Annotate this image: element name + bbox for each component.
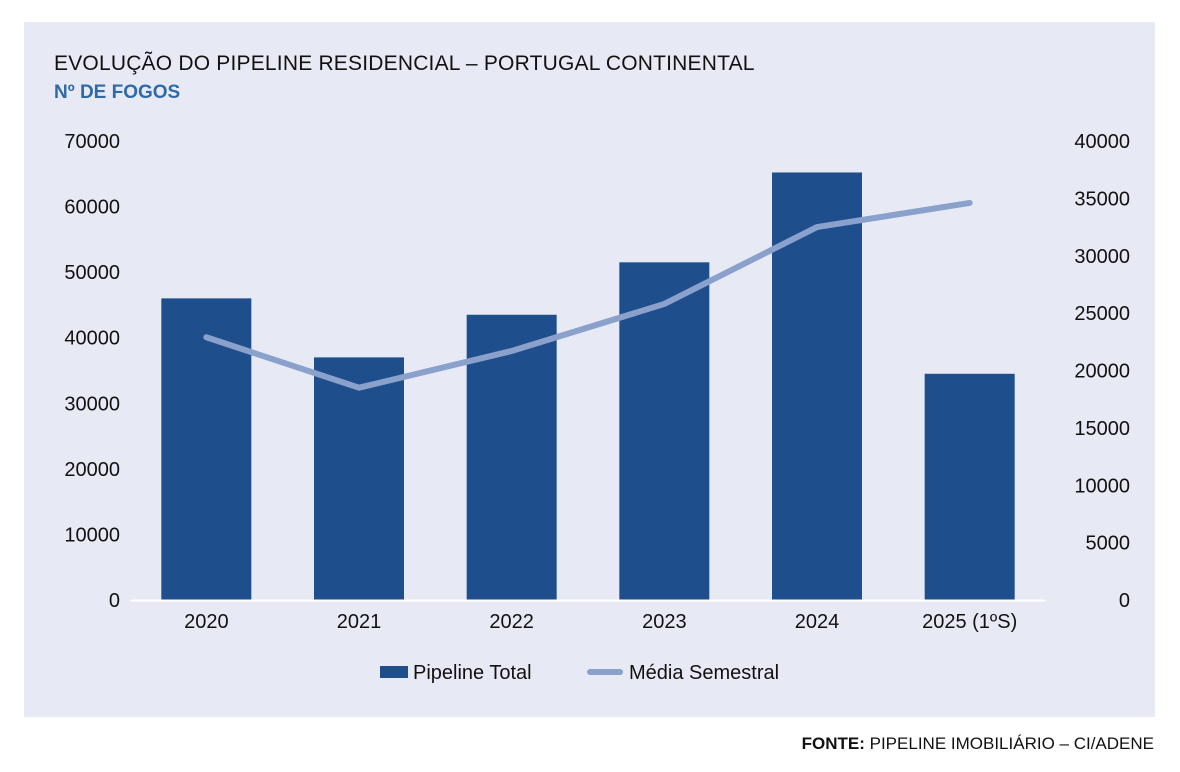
y-right-tick-3: 15000 (1074, 418, 1130, 440)
legend-label-bar: Pipeline Total (413, 662, 532, 684)
y-left-tick-2: 20000 (64, 459, 120, 481)
bar-5 (924, 373, 1015, 600)
bar-3 (619, 262, 710, 600)
line-media-semestral (203, 199, 973, 391)
y-right-tick-1: 5000 (1086, 533, 1131, 555)
x-tick-2: 2022 (489, 611, 534, 633)
y-right-tick-0: 0 (1119, 590, 1130, 612)
y-left-tick-5: 50000 (64, 262, 120, 284)
y-left-tick-3: 30000 (64, 393, 120, 415)
source-text: PIPELINE IMOBILIÁRIO – CI/ADENE (869, 734, 1154, 753)
y-left-tick-7: 70000 (64, 131, 120, 153)
y-left-tick-0: 0 (109, 590, 120, 612)
y-right-tick-8: 40000 (1074, 131, 1130, 153)
legend-label-line: Média Semestral (629, 662, 779, 684)
chart-subtitle: Nº DE FOGOS (54, 82, 181, 103)
y-left-tick-4: 40000 (64, 328, 120, 350)
bar-0 (161, 298, 252, 600)
chart-title: EVOLUÇÃO DO PIPELINE RESIDENCIAL – PORTU… (54, 52, 755, 75)
y-right-tick-6: 30000 (1074, 246, 1130, 268)
bar-2 (466, 314, 557, 600)
y-right-tick-5: 25000 (1074, 303, 1130, 325)
x-tick-5: 2025 (1ºS) (922, 611, 1017, 633)
source-note: FONTE: PIPELINE IMOBILIÁRIO – CI/ADENE (802, 734, 1154, 754)
legend-swatch-bar (380, 666, 408, 678)
source-label: FONTE: (801, 734, 865, 753)
x-tick-1: 2021 (337, 611, 382, 633)
y-left-tick-6: 60000 (64, 197, 120, 219)
y-right-tick-7: 35000 (1074, 188, 1130, 210)
bar-4 (772, 172, 862, 600)
y-right-tick-4: 20000 (1074, 361, 1130, 383)
x-tick-4: 2024 (795, 611, 840, 633)
x-tick-3: 2023 (642, 611, 687, 633)
y-right-tick-2: 10000 (1074, 475, 1130, 497)
y-left-tick-1: 10000 (64, 524, 120, 546)
x-tick-0: 2020 (184, 611, 229, 633)
bar-1 (314, 357, 404, 600)
